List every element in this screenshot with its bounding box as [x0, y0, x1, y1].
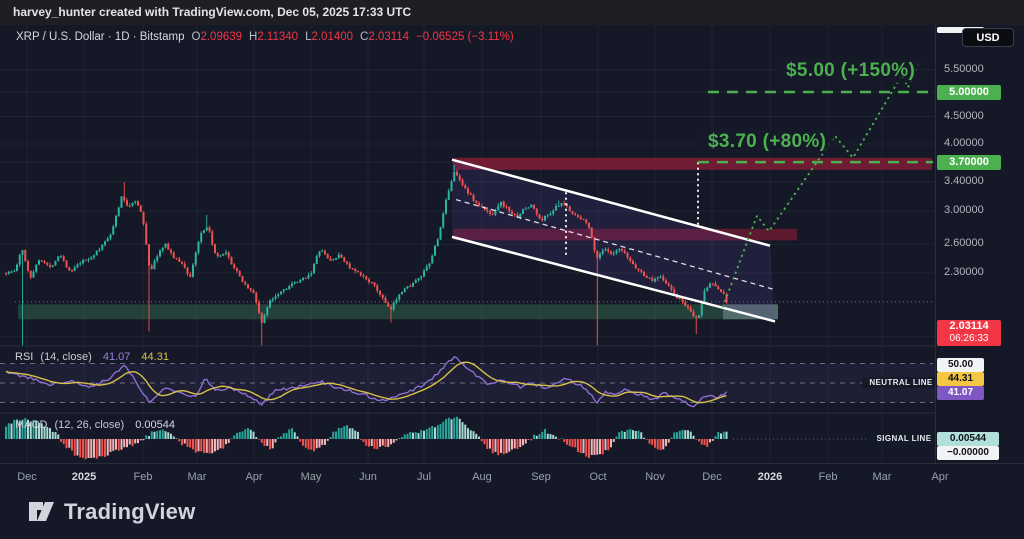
time-tick-label: Feb	[133, 471, 153, 483]
macd-title: MACD	[15, 419, 48, 431]
price-tick-label: 3.00000	[944, 204, 984, 217]
macd-signal-line-label[interactable]: SIGNAL LINE	[868, 433, 940, 444]
rsi-ma-value: 44.31	[141, 351, 169, 363]
rsi-value: 41.07	[102, 351, 131, 363]
macd-value: 0.00544	[135, 419, 175, 431]
macd-indicator-legend[interactable]: MACD (12, 26, close) 0.00544	[15, 419, 175, 431]
time-tick-label: Jun	[359, 471, 377, 483]
ohlc-close-label: C	[360, 31, 369, 43]
ohlc-high-label: H	[249, 31, 258, 43]
tradingview-logo-icon	[29, 502, 54, 521]
rsi-upper-band-badge: 70.00	[937, 27, 984, 33]
ohlc-close-value: 2.03114	[368, 31, 410, 43]
rsi-neutral-line-label[interactable]: NEUTRAL LINE	[862, 377, 940, 388]
tradingview-logo[interactable]: TradingView	[28, 498, 195, 525]
time-tick-label: Nov	[645, 471, 665, 483]
price-tick-label: 2.60000	[944, 237, 984, 250]
rsi-ma-badge: 44.31	[937, 372, 984, 386]
time-tick-label: 2026	[757, 471, 783, 483]
time-tick-label: Aug	[472, 471, 492, 483]
time-tick-label: Apr	[245, 471, 263, 483]
ohlc-open-label: O	[191, 31, 201, 43]
time-axis[interactable]: Dec 2025 Feb Mar Apr May Jun Jul Aug Sep Oct Nov Dec…	[0, 463, 1024, 490]
price-tick-label: 4.00000	[944, 136, 984, 149]
rsi-params: (14, close)	[40, 351, 92, 363]
time-tick-label: Mar	[187, 471, 207, 483]
ohlc-open-value: 2.09639	[200, 31, 243, 43]
change-value: −0.06525 (−3.11%)	[416, 31, 514, 43]
ohlc-low-label: L	[305, 31, 312, 43]
time-tick-label: 2025	[71, 471, 97, 483]
ohlc-high-value: 2.11340	[257, 31, 299, 43]
price-target-3.70-label[interactable]: $3.70 (+80%)	[701, 130, 834, 154]
price-target-5.00-label[interactable]: $5.00 (+150%)	[779, 59, 923, 83]
price-tick-label: 2.30000	[944, 265, 984, 278]
price-tick-label: 5.50000	[944, 62, 984, 75]
macd-params: (12, 26, close)	[54, 419, 125, 431]
time-tick-label: May	[300, 471, 322, 483]
time-tick-label: Oct	[589, 471, 607, 483]
macd-signal-badge: −0.00000	[937, 446, 999, 460]
rsi-indicator-legend[interactable]: RSI (14, close) 41.07 44.31	[15, 351, 169, 363]
bar-countdown: 06:26:33	[949, 333, 989, 344]
ohlc-low-value: 2.01400	[311, 31, 354, 43]
symbol-title[interactable]: XRP / U.S. Dollar · 1D · Bitstamp	[16, 31, 185, 43]
rsi-title: RSI	[15, 351, 34, 363]
price-tick-label: 4.50000	[944, 109, 984, 122]
price-tick-label: 3.40000	[944, 174, 984, 187]
price-axis[interactable]: 70.00 50.00 44.31 41.07 0.00544 −0.00000…	[935, 25, 1024, 463]
time-tick-label: Dec	[702, 471, 722, 483]
macd-value-badge: 0.00544	[937, 432, 999, 446]
footer-bar: TradingView	[0, 490, 1024, 539]
time-tick-label: Apr	[931, 471, 949, 483]
time-tick-label: Dec	[17, 471, 37, 483]
current-price-badge: 2.03114 06:26:33	[937, 320, 1001, 346]
current-price-value: 2.03114	[949, 320, 989, 332]
rsi-neutral-badge: 50.00	[937, 358, 984, 372]
time-tick-label: Jul	[416, 471, 432, 483]
tradingview-logo-text: TradingView	[64, 498, 196, 524]
symbol-legend: XRP / U.S. Dollar · 1D · Bitstamp O2.0963…	[16, 31, 514, 43]
target-level-badge: 3.70000	[937, 154, 1001, 170]
time-tick-label: Sep	[531, 471, 551, 483]
rsi-value-badge: 41.07	[937, 386, 984, 400]
time-tick-label: Feb	[818, 471, 838, 483]
time-tick-label: Mar	[872, 471, 892, 483]
currency-toggle-button[interactable]: USD	[962, 28, 1014, 47]
attribution-bar: harvey_hunter created with TradingView.c…	[0, 0, 1024, 25]
chart-canvas[interactable]	[0, 25, 935, 463]
target-level-badge: 5.00000	[937, 84, 1001, 100]
attribution-text: harvey_hunter created with TradingView.c…	[13, 5, 412, 19]
